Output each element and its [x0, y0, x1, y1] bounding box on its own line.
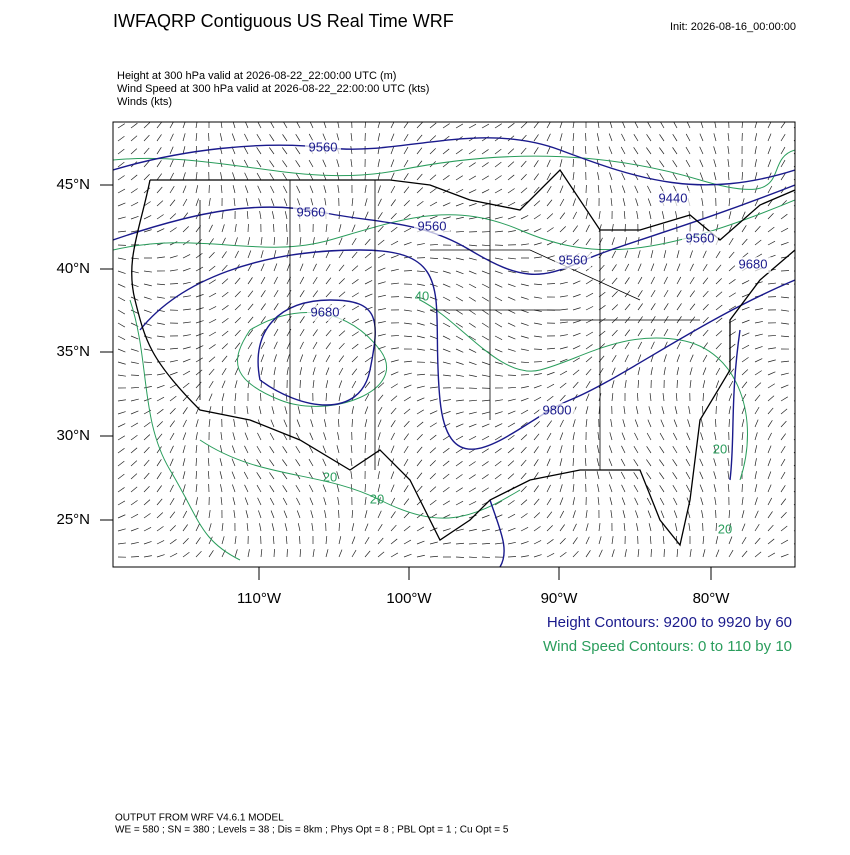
- title: IWFAQRP Contiguous US Real Time WRF: [113, 11, 454, 31]
- footer-line: OUTPUT FROM WRF V4.6.1 MODEL: [115, 813, 284, 824]
- wind-label: 20: [713, 441, 727, 456]
- height-label: 9560: [559, 252, 588, 267]
- wind-label: 20: [370, 491, 384, 506]
- height-label: 9560: [297, 204, 326, 219]
- footer-line: WE = 580 ; SN = 380 ; Levels = 38 ; Dis …: [115, 825, 509, 836]
- wind-label: 20: [323, 469, 337, 484]
- height-label: 9560: [418, 218, 447, 233]
- field-line: Winds (kts): [117, 96, 172, 108]
- height-label: 9560: [309, 139, 338, 154]
- height-label: 9440: [659, 190, 688, 205]
- lon-label: 90°W: [541, 590, 579, 607]
- height-label: 9680: [311, 304, 340, 319]
- lat-label: 30°N: [56, 427, 90, 444]
- height-label: 9560: [686, 230, 715, 245]
- lat-label: 40°N: [56, 260, 90, 277]
- lat-label: 45°N: [56, 176, 90, 193]
- field-line: Wind Speed at 300 hPa valid at 2026-08-2…: [117, 83, 429, 95]
- init-time: Init: 2026-08-16_00:00:00: [670, 21, 796, 33]
- lon-label: 80°W: [693, 590, 731, 607]
- height-label: 9800: [543, 402, 572, 417]
- wind-label: 40: [415, 288, 429, 303]
- legend-height: Height Contours: 9200 to 9920 by 60: [547, 614, 792, 631]
- field-line: Height at 300 hPa valid at 2026-08-22_22…: [117, 70, 396, 82]
- legend-wind: Wind Speed Contours: 0 to 110 by 10: [543, 638, 792, 655]
- wind-label: 20: [718, 521, 732, 536]
- lat-label: 35°N: [56, 343, 90, 360]
- lon-label: 110°W: [237, 590, 282, 607]
- height-label: 9680: [739, 256, 768, 271]
- lat-label: 25°N: [56, 511, 90, 528]
- lon-label: 100°W: [386, 590, 432, 607]
